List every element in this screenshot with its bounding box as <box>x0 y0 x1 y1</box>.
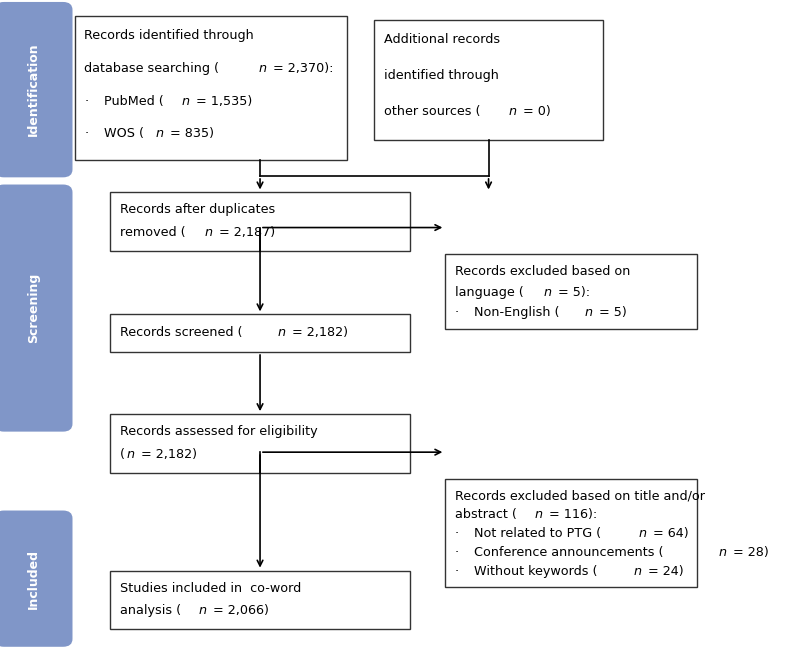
Text: n: n <box>155 127 164 140</box>
Text: Included: Included <box>27 548 40 609</box>
Text: PubMed (: PubMed ( <box>104 95 164 108</box>
Text: identified through: identified through <box>384 69 499 82</box>
Text: n: n <box>534 509 543 522</box>
Text: database searching (: database searching ( <box>84 62 219 75</box>
Text: = 2,187): = 2,187) <box>215 226 275 239</box>
Text: = 2,370):: = 2,370): <box>269 62 333 75</box>
Text: = 5):: = 5): <box>554 286 590 299</box>
Text: = 1,535): = 1,535) <box>191 95 252 108</box>
Text: n: n <box>199 604 206 617</box>
Text: n: n <box>126 448 134 461</box>
Text: n: n <box>634 565 642 578</box>
Text: = 5): = 5) <box>595 306 627 319</box>
Text: ·: · <box>84 127 88 140</box>
Text: = 28): = 28) <box>730 546 769 559</box>
Bar <box>75 16 347 160</box>
Text: n: n <box>719 546 727 559</box>
Text: Non-English (: Non-English ( <box>474 306 560 319</box>
Text: = 0): = 0) <box>519 105 551 118</box>
Text: (: ( <box>120 448 125 461</box>
Text: Records after duplicates: Records after duplicates <box>120 203 275 216</box>
Text: Additional records: Additional records <box>384 33 500 46</box>
FancyBboxPatch shape <box>0 2 72 177</box>
Text: n: n <box>258 62 266 75</box>
Text: ·: · <box>455 546 459 559</box>
Text: other sources (: other sources ( <box>384 105 480 118</box>
Text: removed (: removed ( <box>120 226 185 239</box>
Text: language (: language ( <box>455 286 523 299</box>
Text: Records excluded based on title and/or: Records excluded based on title and/or <box>455 490 704 503</box>
FancyBboxPatch shape <box>0 511 72 647</box>
Bar <box>374 20 603 140</box>
Text: Not related to PTG (: Not related to PTG ( <box>474 527 601 541</box>
Bar <box>110 570 410 629</box>
Text: Screening: Screening <box>27 273 40 343</box>
Text: n: n <box>585 306 593 319</box>
FancyBboxPatch shape <box>0 185 72 432</box>
Text: = 2,182): = 2,182) <box>288 326 348 339</box>
Bar <box>110 414 410 473</box>
Text: = 2,182): = 2,182) <box>136 448 197 461</box>
Text: analysis (: analysis ( <box>120 604 181 617</box>
Text: ·: · <box>455 306 459 319</box>
Text: Records screened (: Records screened ( <box>120 326 242 339</box>
Text: Identification: Identification <box>27 43 40 136</box>
Text: n: n <box>181 95 189 108</box>
Text: ·: · <box>455 527 459 541</box>
Bar <box>110 192 410 251</box>
Bar <box>110 314 410 352</box>
Text: = 116):: = 116): <box>545 509 597 522</box>
Text: Records assessed for eligibility: Records assessed for eligibility <box>120 425 318 438</box>
Text: abstract (: abstract ( <box>455 509 517 522</box>
Text: n: n <box>544 286 552 299</box>
Text: n: n <box>638 527 646 541</box>
Text: n: n <box>278 326 286 339</box>
Text: = 835): = 835) <box>166 127 214 140</box>
Text: = 24): = 24) <box>645 565 684 578</box>
Bar <box>445 254 697 329</box>
Text: Conference announcements (: Conference announcements ( <box>474 546 663 559</box>
Text: n: n <box>204 226 213 239</box>
Text: Without keywords (: Without keywords ( <box>474 565 598 578</box>
Bar <box>445 479 697 587</box>
Text: n: n <box>508 105 516 118</box>
Text: Records identified through: Records identified through <box>84 29 254 42</box>
Text: Studies included in  co-word: Studies included in co-word <box>120 582 301 595</box>
Text: = 2,066): = 2,066) <box>209 604 269 617</box>
Text: WOS (: WOS ( <box>104 127 144 140</box>
Text: = 64): = 64) <box>649 527 689 541</box>
Text: ·: · <box>455 565 459 578</box>
Text: ·: · <box>84 95 88 108</box>
Text: Records excluded based on: Records excluded based on <box>455 265 630 278</box>
